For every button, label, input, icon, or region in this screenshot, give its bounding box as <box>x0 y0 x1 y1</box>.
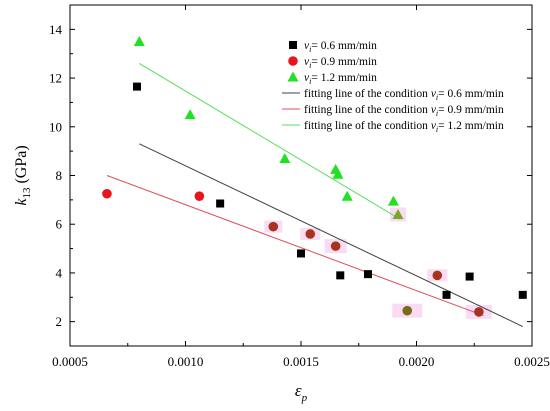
legend-label: fitting line of the condition vi= 0.9 mm… <box>304 104 504 118</box>
data-point <box>279 152 291 163</box>
data-markers <box>102 36 527 317</box>
y-tick-label: 6 <box>56 217 63 232</box>
legend-label: fitting line of the condition vi= 1.2 mm… <box>304 120 504 134</box>
x-tick-label: 0.0005 <box>52 354 88 369</box>
data-point <box>184 109 196 120</box>
plot-frame <box>69 4 533 347</box>
fit-line <box>106 175 484 317</box>
y-tick-label: 10 <box>49 119 62 134</box>
fit-lines <box>106 63 523 327</box>
data-point <box>268 221 279 232</box>
data-point <box>432 270 443 281</box>
x-tick-label: 0.0010 <box>168 354 204 369</box>
data-point <box>132 82 141 91</box>
marker-highlights <box>264 207 492 319</box>
legend-marker <box>288 56 298 66</box>
data-point <box>402 305 413 316</box>
y-tick-label: 4 <box>56 265 63 280</box>
data-point <box>474 307 484 317</box>
data-point <box>332 168 344 179</box>
data-point <box>341 190 353 201</box>
data-point <box>363 270 372 279</box>
y-tick-label: 2 <box>56 314 63 329</box>
x-tick-label: 0.0020 <box>399 354 435 369</box>
data-point <box>442 290 451 299</box>
data-point <box>336 271 345 280</box>
legend-marker <box>287 71 299 82</box>
legend-marker <box>289 41 297 49</box>
y-tick-label: 12 <box>49 71 62 86</box>
data-point <box>465 272 474 281</box>
legend-label: vi= 0.6 mm/min <box>304 40 377 54</box>
axes: 0.0005 0.0010 0.0015 0.0020 0.0025 2 4 6 8 10 12 14 <box>49 4 550 369</box>
y-tick-label: 14 <box>49 22 63 37</box>
legend-label: fitting line of the condition vi= 0.6 mm… <box>304 88 504 102</box>
data-point <box>305 229 316 239</box>
legend-label: vi= 1.2 mm/min <box>304 72 377 86</box>
x-tick-label: 0.0015 <box>283 354 319 369</box>
x-axis-title: εp <box>295 381 308 404</box>
data-point <box>392 208 404 219</box>
y-axis-title: k13 (GPa) <box>13 145 33 205</box>
data-point <box>330 241 341 251</box>
fit-line <box>139 63 401 220</box>
data-point <box>518 290 527 299</box>
legend-label: vi= 0.9 mm/min <box>304 56 377 70</box>
data-point <box>387 195 399 206</box>
data-point <box>216 199 225 208</box>
legend: vi= 0.6 mm/min vi= 0.9 mm/min vi= 1.2 mm/m… <box>282 40 504 134</box>
data-point <box>194 191 205 202</box>
x-tick-label: 0.0025 <box>514 354 550 369</box>
data-point <box>102 188 112 199</box>
fit-line <box>139 143 523 327</box>
data-point <box>133 36 145 47</box>
data-point <box>297 249 305 258</box>
y-tick-label: 8 <box>56 168 63 183</box>
